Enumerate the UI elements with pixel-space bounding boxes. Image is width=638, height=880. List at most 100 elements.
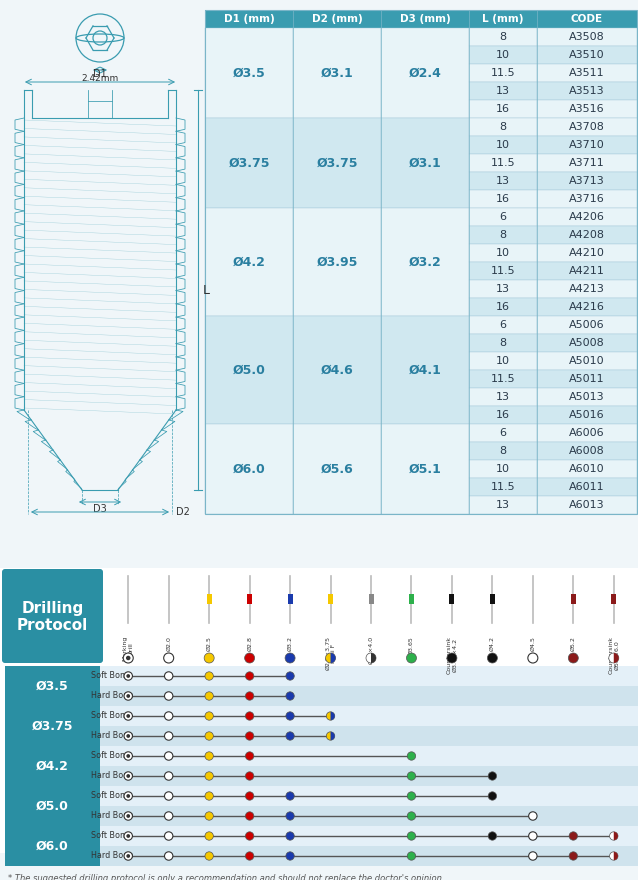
FancyBboxPatch shape	[88, 846, 638, 866]
Text: 8: 8	[500, 338, 507, 348]
Circle shape	[568, 653, 578, 663]
FancyBboxPatch shape	[0, 568, 638, 853]
FancyBboxPatch shape	[537, 388, 637, 406]
Text: 13: 13	[496, 176, 510, 186]
FancyBboxPatch shape	[205, 208, 293, 316]
FancyBboxPatch shape	[537, 82, 637, 100]
FancyBboxPatch shape	[469, 262, 537, 280]
Circle shape	[126, 694, 130, 698]
Text: 10: 10	[496, 50, 510, 60]
Circle shape	[165, 792, 173, 800]
FancyBboxPatch shape	[293, 424, 381, 514]
Circle shape	[165, 772, 173, 781]
FancyBboxPatch shape	[293, 28, 381, 118]
Text: 6: 6	[500, 212, 507, 222]
Circle shape	[325, 653, 336, 663]
FancyBboxPatch shape	[381, 208, 469, 316]
FancyBboxPatch shape	[537, 46, 637, 64]
Circle shape	[126, 754, 130, 758]
Text: Drilling: Drilling	[22, 600, 84, 615]
Circle shape	[124, 852, 133, 860]
Circle shape	[246, 732, 254, 740]
FancyBboxPatch shape	[381, 424, 469, 514]
Text: A4206: A4206	[569, 212, 605, 222]
Text: Ø3.1: Ø3.1	[321, 67, 353, 79]
Circle shape	[447, 653, 457, 663]
Circle shape	[165, 712, 173, 720]
FancyBboxPatch shape	[537, 406, 637, 424]
Circle shape	[286, 732, 294, 740]
FancyBboxPatch shape	[88, 806, 638, 826]
Text: A3513: A3513	[569, 86, 605, 96]
Text: 11.5: 11.5	[491, 266, 516, 276]
Circle shape	[246, 752, 254, 760]
Text: A5008: A5008	[569, 338, 605, 348]
Circle shape	[165, 732, 173, 740]
Circle shape	[165, 832, 173, 840]
Circle shape	[126, 656, 131, 660]
FancyBboxPatch shape	[469, 64, 537, 82]
Circle shape	[407, 792, 416, 800]
FancyBboxPatch shape	[537, 496, 637, 514]
Text: A3508: A3508	[569, 32, 605, 42]
Text: A3713: A3713	[569, 176, 605, 186]
Text: Ø6.0: Ø6.0	[36, 840, 69, 853]
FancyBboxPatch shape	[611, 594, 616, 604]
Wedge shape	[330, 732, 335, 740]
FancyBboxPatch shape	[537, 136, 637, 154]
Circle shape	[124, 811, 133, 820]
Text: A5010: A5010	[569, 356, 605, 366]
Text: Ø5.0: Ø5.0	[233, 363, 265, 377]
Circle shape	[124, 671, 133, 680]
Text: Protocol: Protocol	[17, 619, 88, 634]
Circle shape	[165, 811, 173, 820]
Text: A4208: A4208	[569, 230, 605, 240]
FancyBboxPatch shape	[293, 316, 381, 424]
Circle shape	[529, 832, 537, 840]
Circle shape	[407, 832, 416, 840]
Text: Ø3.75: Ø3.75	[316, 157, 358, 170]
Text: Ø2.5×3.75
mini F: Ø2.5×3.75 mini F	[325, 636, 336, 670]
Text: Ø3.75: Ø3.75	[228, 157, 270, 170]
Circle shape	[244, 653, 255, 663]
Circle shape	[407, 852, 416, 860]
Text: D2 (mm): D2 (mm)	[311, 14, 362, 24]
Text: Soft Bone: Soft Bone	[91, 752, 130, 760]
FancyBboxPatch shape	[537, 154, 637, 172]
FancyBboxPatch shape	[537, 424, 637, 442]
Circle shape	[205, 692, 213, 700]
FancyBboxPatch shape	[409, 594, 414, 604]
FancyBboxPatch shape	[205, 118, 293, 208]
Circle shape	[124, 732, 133, 740]
Circle shape	[327, 732, 335, 740]
Circle shape	[529, 852, 537, 860]
Circle shape	[205, 732, 213, 740]
Text: 11.5: 11.5	[491, 374, 516, 384]
FancyBboxPatch shape	[5, 786, 100, 826]
Circle shape	[126, 834, 130, 838]
Circle shape	[126, 814, 130, 818]
Circle shape	[286, 792, 294, 800]
FancyBboxPatch shape	[5, 706, 100, 746]
FancyBboxPatch shape	[469, 46, 537, 64]
FancyBboxPatch shape	[328, 594, 333, 604]
Text: 8: 8	[500, 32, 507, 42]
Text: * The suggested drilling protocol is only a recommendation and should not replac: * The suggested drilling protocol is onl…	[8, 874, 445, 880]
FancyBboxPatch shape	[537, 190, 637, 208]
Text: 13: 13	[496, 392, 510, 402]
FancyBboxPatch shape	[571, 594, 576, 604]
Wedge shape	[330, 712, 335, 720]
FancyBboxPatch shape	[537, 298, 637, 316]
Text: 11.5: 11.5	[491, 68, 516, 78]
Circle shape	[407, 772, 416, 781]
Text: A3716: A3716	[569, 194, 605, 204]
Circle shape	[246, 772, 254, 781]
FancyBboxPatch shape	[537, 460, 637, 478]
Text: 16: 16	[496, 410, 510, 420]
FancyBboxPatch shape	[469, 208, 537, 226]
Text: Hard Bone: Hard Bone	[91, 772, 133, 781]
FancyBboxPatch shape	[537, 28, 637, 46]
Text: Ø3.1: Ø3.1	[408, 157, 441, 170]
Circle shape	[205, 772, 213, 781]
Text: Ø3.5: Ø3.5	[36, 679, 69, 693]
